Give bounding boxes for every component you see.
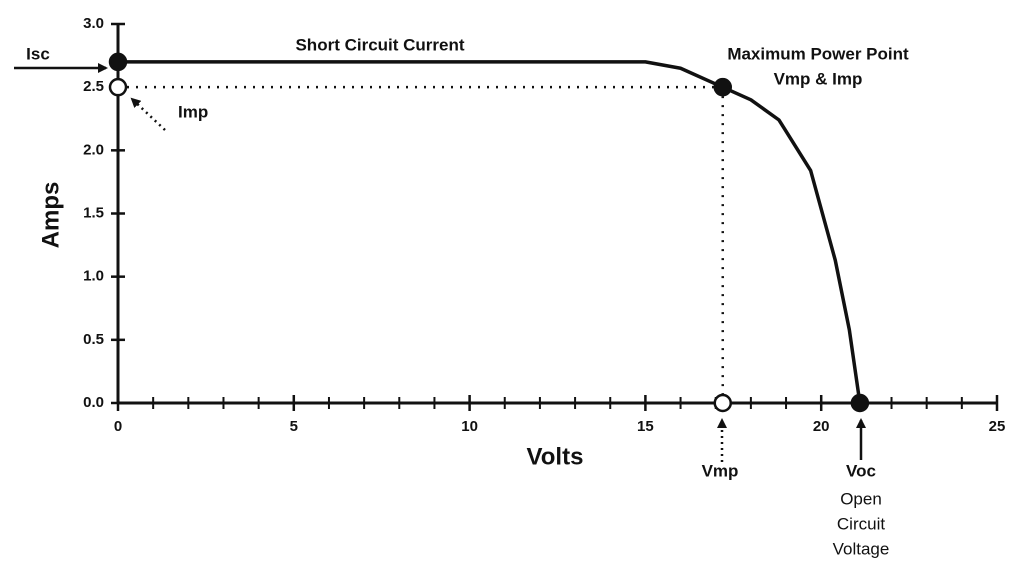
marker xyxy=(713,393,733,413)
y-tick-label: 2.0 xyxy=(83,141,104,158)
marker xyxy=(108,52,128,72)
x-axis-label: Volts xyxy=(527,443,584,470)
y-tick-label: 0.0 xyxy=(83,394,104,411)
marker xyxy=(850,393,870,413)
annotation: Circuit xyxy=(837,514,885,533)
x-tick-label: 15 xyxy=(637,418,654,435)
arrow xyxy=(130,97,166,131)
x-tick-label: 5 xyxy=(290,418,298,435)
y-tick-label: 0.5 xyxy=(83,331,104,348)
x-tick-label: 0 xyxy=(114,418,122,435)
marker-label: Voc xyxy=(846,461,876,480)
curve xyxy=(118,60,862,404)
marker xyxy=(713,77,733,97)
y-tick-label: 1.0 xyxy=(83,268,104,285)
annotation: Vmp & Imp xyxy=(774,69,863,88)
annotation: Short Circuit Current xyxy=(295,35,464,54)
x-tick-label: 20 xyxy=(813,418,830,435)
annotation: Maximum Power Point xyxy=(727,44,909,63)
y-tick-label: 1.5 xyxy=(83,204,104,221)
x-tick-label: 10 xyxy=(461,418,478,435)
marker-label: Imp xyxy=(178,102,208,121)
annotation: Open xyxy=(840,489,882,508)
marker-label: Isc xyxy=(26,44,50,63)
x-tick-label: 25 xyxy=(989,418,1006,435)
marker-label: Vmp xyxy=(702,461,739,480)
y-axis-label: Amps xyxy=(37,182,64,249)
y-tick-label: 2.5 xyxy=(83,78,104,95)
annotation: Voltage xyxy=(833,539,890,558)
marker xyxy=(108,77,128,97)
y-tick-label: 3.0 xyxy=(83,15,104,32)
